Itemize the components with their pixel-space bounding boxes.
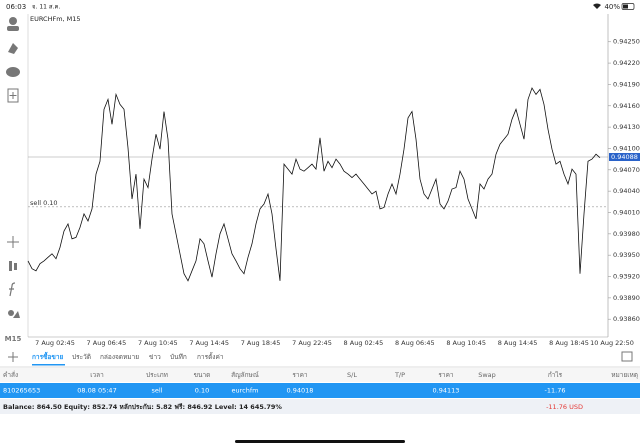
new-icon[interactable] bbox=[7, 88, 19, 103]
x-tick-label: 7 Aug 10:45 bbox=[138, 339, 178, 347]
y-tick-label: 0.93950 bbox=[613, 251, 640, 259]
battery-level bbox=[623, 4, 628, 9]
table-cell: 08.08 05:47 bbox=[77, 387, 116, 395]
home-indicator bbox=[235, 440, 405, 443]
timeframe-button[interactable]: M15 bbox=[5, 335, 22, 343]
status-time: 06:03 bbox=[6, 3, 26, 11]
x-tick-label: 7 Aug 14:45 bbox=[189, 339, 229, 347]
column-header: หมายเหตุ bbox=[611, 371, 638, 379]
crosshair-icon[interactable] bbox=[7, 236, 19, 248]
x-tick-label: 7 Aug 18:45 bbox=[241, 339, 281, 347]
column-header: กำไร bbox=[548, 371, 563, 379]
account-icon-body bbox=[7, 26, 19, 31]
tab[interactable]: บันทึก bbox=[170, 353, 187, 361]
add-button[interactable] bbox=[8, 352, 18, 362]
y-tick-label: 0.94160 bbox=[613, 102, 640, 110]
table-cell: sell bbox=[152, 387, 163, 395]
battery-icon bbox=[621, 3, 635, 10]
current-price-label: 0.94088 bbox=[611, 153, 638, 161]
y-tick-label: 0.93920 bbox=[613, 273, 640, 281]
total-profit: -11.76 USD bbox=[546, 403, 583, 411]
status-battery: 40% bbox=[604, 3, 620, 11]
y-tick-label: 0.94040 bbox=[613, 187, 640, 195]
column-header: คำสั่ง bbox=[3, 370, 18, 379]
y-tick-label: 0.94190 bbox=[613, 80, 640, 88]
account-icon[interactable] bbox=[9, 17, 17, 25]
y-tick-label: 0.93890 bbox=[613, 294, 640, 302]
tab[interactable]: การตั้งค่า bbox=[197, 352, 224, 361]
column-header: T/P bbox=[394, 371, 405, 379]
tab-bar bbox=[0, 347, 640, 367]
table-cell: 0.10 bbox=[195, 387, 209, 395]
y-tick-label: 0.94220 bbox=[613, 59, 640, 67]
y-tick-label: 0.94130 bbox=[613, 123, 640, 131]
table-cell: 0.94113 bbox=[433, 387, 460, 395]
table-header bbox=[0, 368, 640, 382]
wifi-icon bbox=[593, 3, 601, 10]
column-header: Swap bbox=[478, 371, 496, 379]
column-header: สัญลักษณ์ bbox=[231, 371, 259, 379]
x-tick-label: 10 Aug 22:50 bbox=[590, 339, 634, 347]
objects-icon-2 bbox=[13, 311, 20, 318]
column-header: ขนาด bbox=[194, 371, 211, 379]
chat-icon[interactable] bbox=[6, 67, 20, 77]
x-tick-label: 8 Aug 02:45 bbox=[344, 339, 384, 347]
left-toolbar bbox=[6, 17, 20, 318]
new-icon-plus bbox=[9, 92, 17, 99]
tab[interactable]: ประวัติ bbox=[72, 353, 91, 361]
column-header: ราคา bbox=[292, 371, 307, 379]
balance-summary: Balance: 864.50 Equity: 852.74 หลักประกั… bbox=[3, 403, 282, 411]
tab[interactable]: ข่าว bbox=[149, 353, 161, 361]
column-header: S/L bbox=[347, 371, 357, 379]
y-tick-label: 0.94250 bbox=[613, 38, 640, 46]
selected-row[interactable] bbox=[0, 383, 640, 398]
x-tick-label: 7 Aug 02:45 bbox=[35, 339, 75, 347]
current-price-box bbox=[609, 153, 640, 162]
candle-icon[interactable] bbox=[9, 261, 12, 271]
x-tick-label: 7 Aug 06:45 bbox=[87, 339, 127, 347]
indicator-icon[interactable] bbox=[9, 282, 16, 297]
tab[interactable]: การซื้อขาย bbox=[32, 351, 63, 361]
y-tick-label: 0.93980 bbox=[613, 230, 640, 238]
x-tick-label: 7 Aug 22:45 bbox=[292, 339, 332, 347]
x-tick-label: 8 Aug 14:45 bbox=[498, 339, 538, 347]
y-tick-label: 0.93860 bbox=[613, 315, 640, 323]
x-tick-label: 8 Aug 18:45 bbox=[549, 339, 589, 347]
balance-row bbox=[0, 399, 640, 414]
table-cell: 810265653 bbox=[3, 387, 40, 395]
trade-icon[interactable] bbox=[8, 43, 18, 54]
price-line bbox=[27, 87, 601, 282]
x-tick-label: 8 Aug 10:45 bbox=[446, 339, 486, 347]
column-header: ประเภท bbox=[146, 371, 168, 379]
objects-icon[interactable] bbox=[8, 310, 14, 316]
column-header: เวลา bbox=[90, 371, 104, 379]
tab[interactable]: กล่องจดหมาย bbox=[100, 353, 139, 361]
x-tick-label: 8 Aug 06:45 bbox=[395, 339, 435, 347]
symbol-label: EURCHFm, M15 bbox=[30, 15, 81, 23]
table-cell: eurchfm bbox=[232, 387, 259, 395]
sell-order-label: sell 0.10 bbox=[30, 199, 58, 207]
status-date: จ. 11 ส.ค. bbox=[32, 4, 60, 11]
layout-button[interactable] bbox=[621, 351, 633, 362]
table-cell: -11.76 bbox=[545, 387, 566, 395]
candle-icon-2 bbox=[14, 263, 17, 270]
y-tick-label: 0.94010 bbox=[613, 208, 640, 216]
tab-underline bbox=[32, 364, 65, 366]
column-header: ราคา bbox=[438, 371, 453, 379]
table-cell: 0.94018 bbox=[287, 387, 314, 395]
y-tick-label: 0.94100 bbox=[613, 144, 640, 152]
y-tick-label: 0.94070 bbox=[613, 166, 640, 174]
